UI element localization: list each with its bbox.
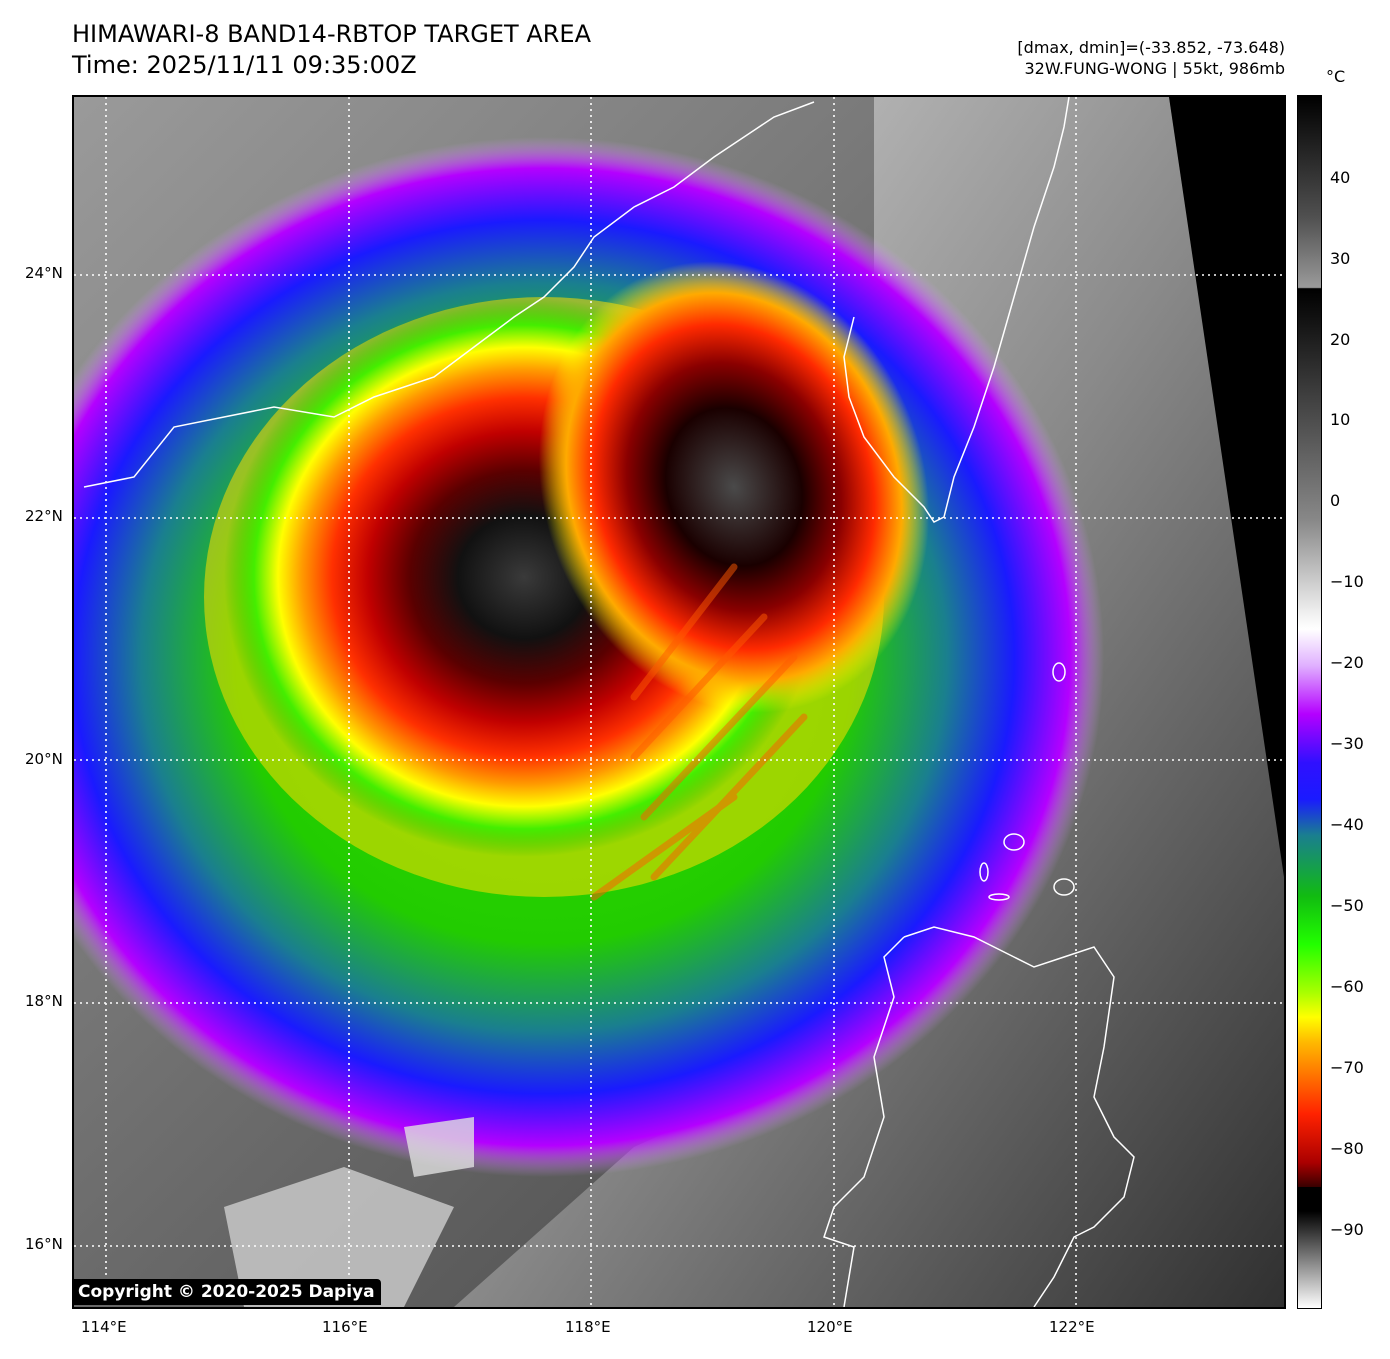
colorbar-tick: 40	[1330, 168, 1351, 187]
lat-label-16n: 16°N	[25, 1235, 63, 1253]
copyright-label: Copyright © 2020-2025 Dapiya	[72, 1279, 381, 1305]
chart-title: HIMAWARI-8 BAND14-RBTOP TARGET AREA	[72, 20, 592, 48]
lon-label-114e: 114°E	[81, 1318, 127, 1336]
colorbar-tick: −60	[1330, 977, 1364, 996]
colorbar-tick: −90	[1330, 1220, 1364, 1239]
colorbar-tick: −20	[1330, 653, 1364, 672]
satellite-image-render	[74, 97, 1284, 1307]
colorbar-gradient	[1298, 96, 1321, 1308]
lat-label-18n: 18°N	[25, 992, 63, 1010]
colorbar-tick: 30	[1330, 249, 1351, 268]
colorbar-tick: 20	[1330, 330, 1351, 349]
lon-label-118e: 118°E	[565, 1318, 611, 1336]
timestamp: Time: 2025/11/11 09:35:00Z	[72, 51, 417, 79]
colorbar-tick: −50	[1330, 896, 1364, 915]
storm-info: 32W.FUNG-WONG | 55kt, 986mb	[1024, 59, 1285, 78]
colorbar-tick: 0	[1330, 491, 1341, 510]
lat-label-20n: 20°N	[25, 750, 63, 768]
colorbar	[1297, 95, 1322, 1309]
colorbar-tick: −80	[1330, 1139, 1364, 1158]
dmax-dmin-readout: [dmax, dmin]=(-33.852, -73.648)	[1017, 38, 1285, 57]
lon-label-116e: 116°E	[322, 1318, 368, 1336]
colorbar-tick: 10	[1330, 410, 1351, 429]
lon-label-122e: 122°E	[1049, 1318, 1095, 1336]
lat-label-24n: 24°N	[25, 264, 63, 282]
colorbar-tick: −70	[1330, 1058, 1364, 1077]
lon-label-120e: 120°E	[807, 1318, 853, 1336]
colorbar-tick: −40	[1330, 815, 1364, 834]
satellite-image	[72, 95, 1286, 1309]
colorbar-tick: −10	[1330, 572, 1364, 591]
colorbar-unit: °C	[1326, 67, 1346, 86]
colorbar-tick: −30	[1330, 734, 1364, 753]
coastlines	[83, 97, 1135, 1307]
lat-label-22n: 22°N	[25, 507, 63, 525]
